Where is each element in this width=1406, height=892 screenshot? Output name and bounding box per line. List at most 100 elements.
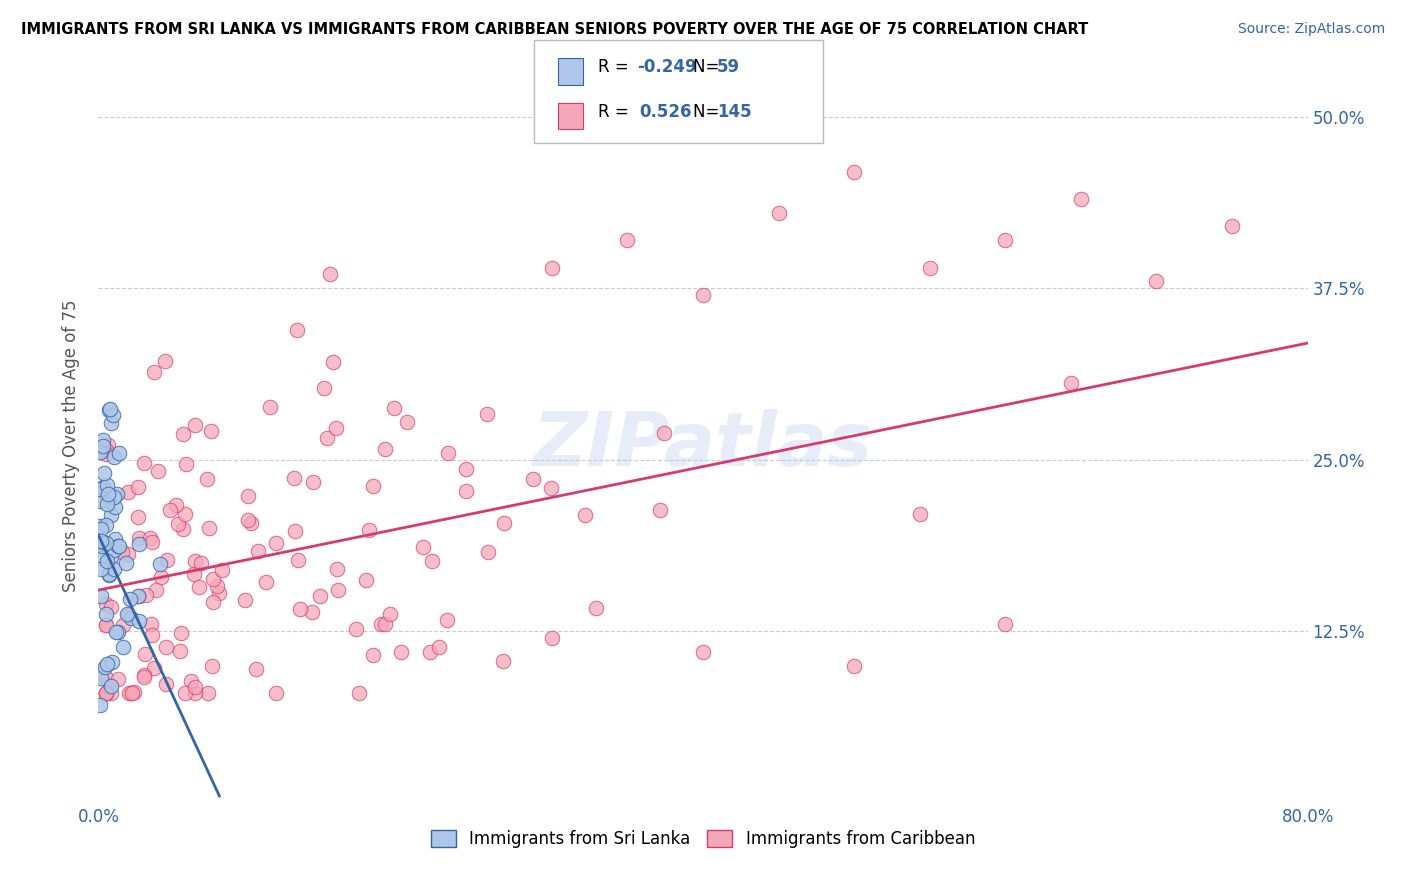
Point bbox=[389, 645, 412, 659]
Point bbox=[370, 617, 392, 632]
Point bbox=[121, 686, 143, 700]
Point bbox=[114, 556, 136, 570]
Point bbox=[135, 588, 157, 602]
Point bbox=[120, 686, 142, 700]
Point bbox=[477, 545, 499, 559]
Point bbox=[100, 599, 122, 614]
Point bbox=[90, 483, 112, 497]
Point bbox=[120, 592, 142, 607]
Point bbox=[382, 401, 405, 415]
Point bbox=[117, 485, 139, 500]
Legend: Immigrants from Sri Lanka, Immigrants from Caribbean: Immigrants from Sri Lanka, Immigrants fr… bbox=[425, 823, 981, 855]
Point bbox=[201, 659, 224, 673]
Point bbox=[97, 487, 120, 501]
Point bbox=[314, 381, 336, 395]
Point bbox=[374, 616, 396, 631]
Point bbox=[94, 686, 117, 700]
Point bbox=[285, 323, 308, 337]
Point bbox=[96, 657, 118, 671]
Point bbox=[132, 668, 155, 682]
Point bbox=[918, 260, 941, 275]
Point bbox=[420, 554, 443, 568]
Point bbox=[145, 583, 167, 598]
Point bbox=[153, 354, 176, 368]
Point bbox=[118, 686, 141, 700]
Point bbox=[97, 437, 120, 451]
Point bbox=[94, 535, 117, 549]
Point bbox=[100, 416, 122, 430]
Point bbox=[169, 644, 191, 658]
Point bbox=[172, 427, 194, 442]
Point bbox=[233, 593, 256, 607]
Text: ZIPatlas: ZIPatlas bbox=[533, 409, 873, 483]
Point bbox=[91, 439, 114, 453]
Text: -0.249: -0.249 bbox=[637, 58, 696, 76]
Point bbox=[692, 288, 714, 302]
Point bbox=[134, 456, 156, 470]
Point bbox=[104, 500, 127, 514]
Point bbox=[100, 679, 122, 693]
Point bbox=[347, 686, 370, 700]
Point bbox=[768, 205, 790, 219]
Point bbox=[200, 424, 222, 438]
Point bbox=[1070, 192, 1092, 206]
Point bbox=[165, 499, 187, 513]
Point bbox=[195, 472, 218, 486]
Point bbox=[361, 648, 384, 662]
Point bbox=[994, 233, 1017, 247]
Point bbox=[100, 550, 122, 565]
Point bbox=[94, 442, 117, 457]
Text: N=: N= bbox=[693, 58, 724, 76]
Point bbox=[91, 534, 114, 549]
Point bbox=[994, 617, 1017, 632]
Point bbox=[361, 479, 384, 493]
Point bbox=[326, 562, 349, 576]
Point bbox=[120, 611, 142, 625]
Point bbox=[692, 645, 714, 659]
Point bbox=[90, 522, 112, 536]
Text: 145: 145 bbox=[717, 103, 752, 120]
Point bbox=[309, 589, 332, 603]
Point bbox=[100, 508, 122, 522]
Point bbox=[208, 586, 231, 600]
Point bbox=[149, 557, 172, 571]
Point bbox=[96, 497, 118, 511]
Point bbox=[264, 686, 287, 700]
Point bbox=[301, 606, 323, 620]
Point bbox=[132, 669, 155, 683]
Y-axis label: Seniors Poverty Over the Age of 75: Seniors Poverty Over the Age of 75 bbox=[62, 300, 80, 592]
Text: 0.526: 0.526 bbox=[640, 103, 692, 120]
Point bbox=[239, 516, 262, 531]
Point bbox=[184, 680, 207, 694]
Point bbox=[98, 402, 121, 417]
Point bbox=[112, 618, 135, 632]
Point bbox=[94, 617, 117, 632]
Point bbox=[492, 654, 515, 668]
Point bbox=[202, 595, 225, 609]
Point bbox=[540, 481, 562, 495]
Point bbox=[908, 507, 931, 521]
Point bbox=[107, 539, 129, 553]
Point bbox=[110, 544, 132, 558]
Point bbox=[128, 615, 150, 629]
Point bbox=[101, 655, 124, 669]
Point bbox=[90, 562, 112, 576]
Point bbox=[103, 562, 125, 576]
Point bbox=[128, 537, 150, 551]
Point bbox=[128, 531, 150, 545]
Point bbox=[127, 480, 149, 494]
Point bbox=[115, 607, 138, 621]
Point bbox=[103, 490, 125, 504]
Text: N=: N= bbox=[693, 103, 724, 120]
Point bbox=[245, 662, 267, 676]
Point bbox=[283, 471, 305, 485]
Point bbox=[159, 503, 181, 517]
Point bbox=[89, 698, 111, 712]
Point bbox=[169, 625, 191, 640]
Point bbox=[107, 673, 129, 687]
Point bbox=[205, 579, 228, 593]
Point bbox=[139, 617, 162, 632]
Point bbox=[183, 566, 205, 581]
Point bbox=[174, 458, 197, 472]
Point bbox=[89, 493, 111, 508]
